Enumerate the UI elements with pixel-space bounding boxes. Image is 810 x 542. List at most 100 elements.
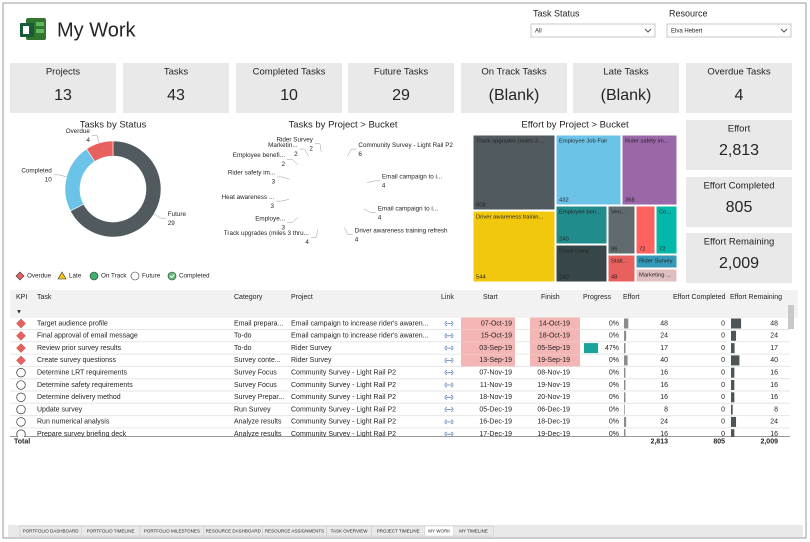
cell-task: Determine delivery method bbox=[37, 394, 121, 401]
legend-marker bbox=[89, 271, 99, 281]
cell-finish: 05-Sep-19 bbox=[537, 345, 570, 352]
page-tab[interactable]: PORTFOLIO DASHBOARD bbox=[19, 525, 82, 537]
cell-label: Email camp... bbox=[559, 249, 595, 255]
logo bbox=[20, 18, 46, 40]
cell-effort: 16 bbox=[660, 382, 668, 389]
card-label: On Track Tasks bbox=[481, 67, 547, 78]
effort-bar bbox=[624, 355, 628, 366]
link-icon[interactable] bbox=[444, 382, 454, 388]
cell-start: 07-Oct-19 bbox=[481, 320, 512, 327]
remaining-bar bbox=[731, 330, 737, 341]
page-tab[interactable]: PORTFOLIO TIMELINE bbox=[81, 525, 141, 537]
tab-bg[interactable] bbox=[453, 525, 494, 537]
dropdown-box[interactable] bbox=[666, 23, 792, 38]
link-icon[interactable] bbox=[444, 345, 454, 351]
cell-finish: 14-Oct-19 bbox=[539, 320, 570, 327]
page-tab[interactable]: MY WORK bbox=[424, 525, 454, 537]
tab-label: PORTFOLIO MILESTONES bbox=[144, 529, 200, 534]
cell-category: Survey conte... bbox=[234, 357, 281, 364]
card bbox=[686, 233, 792, 283]
slice bbox=[355, 196, 368, 221]
card-label: Effort Remaining bbox=[704, 237, 775, 248]
date-highlight bbox=[530, 342, 580, 355]
slicer-dropdown[interactable]: All bbox=[530, 23, 656, 38]
link-icon[interactable] bbox=[444, 431, 454, 437]
page-tab[interactable]: PORTFOLIO MILESTONES bbox=[139, 525, 205, 537]
link-icon[interactable] bbox=[444, 358, 454, 363]
link-icon[interactable] bbox=[444, 321, 454, 326]
page-tab[interactable]: RESOURCE DASHBOARD bbox=[203, 525, 263, 537]
link-icon[interactable] bbox=[444, 370, 454, 376]
page-tab[interactable]: PROJECT TIMELINE bbox=[371, 525, 426, 537]
slice-label: Future bbox=[168, 211, 187, 218]
legend-label: Overdue bbox=[27, 273, 52, 280]
column-header: KPI bbox=[16, 294, 27, 301]
cell-category: Analyze results bbox=[234, 419, 282, 426]
cell-category: Survey Prepar... bbox=[234, 394, 284, 401]
leader-line bbox=[286, 217, 299, 223]
page-tab[interactable]: RESOURCE ASSIGNMENTS bbox=[262, 525, 327, 537]
link-icon[interactable] bbox=[444, 419, 454, 425]
cell-completed: 0 bbox=[721, 345, 725, 352]
cell-completed: 0 bbox=[721, 419, 725, 426]
card-label: Projects bbox=[46, 67, 81, 78]
page-tab[interactable]: TASK OVERVIEW bbox=[326, 525, 372, 537]
remaining-bar bbox=[731, 343, 735, 354]
cell-category: Analyze results bbox=[234, 431, 282, 438]
leader-line bbox=[367, 180, 380, 183]
card bbox=[236, 63, 342, 113]
remaining-bar bbox=[731, 404, 733, 415]
card-label: Effort Completed bbox=[703, 181, 774, 192]
slice-value: 2 bbox=[294, 151, 298, 158]
treemap-cell bbox=[655, 205, 678, 255]
link-icon[interactable] bbox=[444, 407, 454, 412]
leader-line bbox=[277, 176, 290, 180]
cell-finish: 19-Dec-19 bbox=[537, 431, 570, 438]
cell-label: Co... bbox=[659, 210, 672, 216]
card bbox=[573, 63, 679, 113]
cell-effort: 16 bbox=[660, 394, 668, 401]
slice-label: Email campaign to i... bbox=[378, 205, 438, 212]
cell-task: Determine LRT requirements bbox=[37, 370, 128, 377]
link-icon[interactable] bbox=[444, 394, 454, 400]
link-glyph bbox=[444, 407, 454, 412]
effort-bar bbox=[624, 392, 626, 403]
page-tab[interactable]: MY TIMELINE bbox=[453, 525, 494, 537]
slice-label: Completed bbox=[21, 168, 52, 175]
column-header: Effort Remaining bbox=[730, 294, 782, 301]
tab-label: RESOURCE DASHBOARD bbox=[206, 529, 262, 534]
dropdown-box[interactable] bbox=[530, 23, 656, 38]
slice-value: 4 bbox=[305, 239, 309, 246]
card-label: Late Tasks bbox=[603, 67, 648, 78]
tab-label: PORTFOLIO DASHBOARD bbox=[23, 529, 79, 534]
kpi-icon bbox=[16, 404, 26, 415]
cell-project: Email campaign to increase rider's aware… bbox=[291, 320, 429, 327]
treemap-cell bbox=[607, 205, 636, 255]
chevron bbox=[644, 28, 652, 33]
remaining-bar bbox=[731, 429, 735, 437]
card-label: Future Tasks bbox=[374, 67, 428, 78]
treemap-cell bbox=[635, 254, 678, 269]
cell-value: 240 bbox=[559, 275, 569, 281]
slice bbox=[287, 169, 295, 190]
link-glyph bbox=[444, 431, 454, 437]
effort-bar bbox=[624, 380, 626, 390]
cell-project: Community Survey - Light Rail P2 bbox=[291, 406, 396, 413]
link-glyph bbox=[444, 333, 454, 339]
card-value: 805 bbox=[726, 199, 753, 216]
cell-project: Email campaign to increase rider's aware… bbox=[291, 333, 429, 340]
cell-task: Create survey questionss bbox=[37, 357, 116, 364]
link-icon[interactable] bbox=[444, 333, 454, 339]
cell-value: 48 bbox=[611, 275, 617, 281]
cell-finish: 18-Dec-19 bbox=[537, 419, 570, 426]
slice-value: 29 bbox=[168, 220, 176, 227]
cell-start: 18-Nov-19 bbox=[479, 394, 512, 401]
cell-category: To-do bbox=[234, 345, 252, 352]
slice-label: Employe... bbox=[255, 215, 285, 222]
slicer-dropdown[interactable]: Elva Hebert bbox=[666, 23, 792, 38]
card-value: 4 bbox=[735, 87, 744, 104]
cell-progress: 0% bbox=[609, 370, 619, 377]
cell-project: Community Survey - Light Rail P2 bbox=[291, 394, 396, 401]
card-value: (Blank) bbox=[489, 87, 540, 104]
